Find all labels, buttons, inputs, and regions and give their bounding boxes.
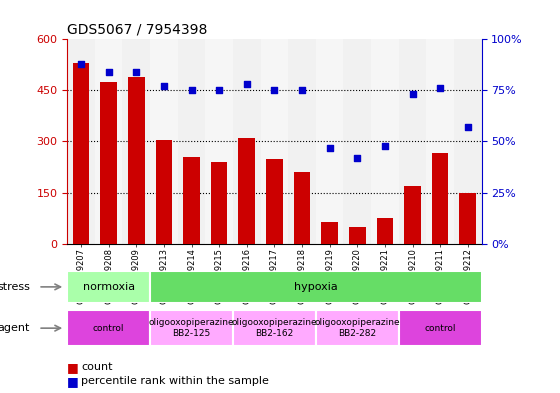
Bar xyxy=(156,140,172,244)
Text: normoxia: normoxia xyxy=(82,282,135,292)
Point xyxy=(242,81,251,87)
Text: stress: stress xyxy=(0,282,30,292)
Bar xyxy=(316,310,399,346)
Point xyxy=(214,87,223,94)
Point xyxy=(380,142,389,149)
Bar xyxy=(321,222,338,244)
Text: percentile rank within the sample: percentile rank within the sample xyxy=(81,376,269,386)
Bar xyxy=(150,271,482,303)
Bar xyxy=(178,39,206,244)
Bar xyxy=(100,82,117,244)
Text: control: control xyxy=(424,324,456,332)
Point xyxy=(104,69,113,75)
Bar xyxy=(95,39,123,244)
Text: ■: ■ xyxy=(67,375,79,388)
Bar xyxy=(73,63,89,244)
Bar xyxy=(239,138,255,244)
Bar xyxy=(316,39,343,244)
Text: oligooxopiperazine
BB2-282: oligooxopiperazine BB2-282 xyxy=(315,318,400,338)
Point xyxy=(463,124,472,130)
Text: ■: ■ xyxy=(67,361,79,374)
Bar xyxy=(432,153,449,244)
Point xyxy=(77,61,86,67)
Bar xyxy=(211,162,227,244)
Bar xyxy=(349,227,366,244)
Point xyxy=(187,87,196,94)
Bar xyxy=(260,39,288,244)
Text: oligooxopiperazine
BB2-125: oligooxopiperazine BB2-125 xyxy=(149,318,234,338)
Point xyxy=(325,145,334,151)
Text: agent: agent xyxy=(0,323,30,333)
Bar xyxy=(343,39,371,244)
Bar xyxy=(399,310,482,346)
Bar xyxy=(426,39,454,244)
Bar xyxy=(454,39,482,244)
Bar xyxy=(183,157,200,244)
Bar xyxy=(404,186,421,244)
Bar xyxy=(67,310,150,346)
Bar xyxy=(377,218,393,244)
Bar xyxy=(399,39,426,244)
Bar xyxy=(288,39,316,244)
Bar xyxy=(67,271,150,303)
Point xyxy=(160,83,169,90)
Point xyxy=(132,69,141,75)
Point xyxy=(408,91,417,97)
Bar xyxy=(266,158,283,244)
Bar xyxy=(150,310,233,346)
Bar xyxy=(150,39,178,244)
Text: oligooxopiperazine
BB2-162: oligooxopiperazine BB2-162 xyxy=(232,318,317,338)
Point xyxy=(436,85,445,92)
Bar xyxy=(233,310,316,346)
Bar xyxy=(460,193,476,244)
Bar xyxy=(371,39,399,244)
Bar xyxy=(294,172,310,244)
Bar xyxy=(128,77,144,244)
Point xyxy=(297,87,306,94)
Bar xyxy=(233,39,260,244)
Bar xyxy=(123,39,150,244)
Bar xyxy=(206,39,233,244)
Text: hypoxia: hypoxia xyxy=(294,282,338,292)
Point xyxy=(270,87,279,94)
Point xyxy=(353,155,362,161)
Text: count: count xyxy=(81,362,113,373)
Text: control: control xyxy=(93,324,124,332)
Bar xyxy=(67,39,95,244)
Text: GDS5067 / 7954398: GDS5067 / 7954398 xyxy=(67,23,208,37)
